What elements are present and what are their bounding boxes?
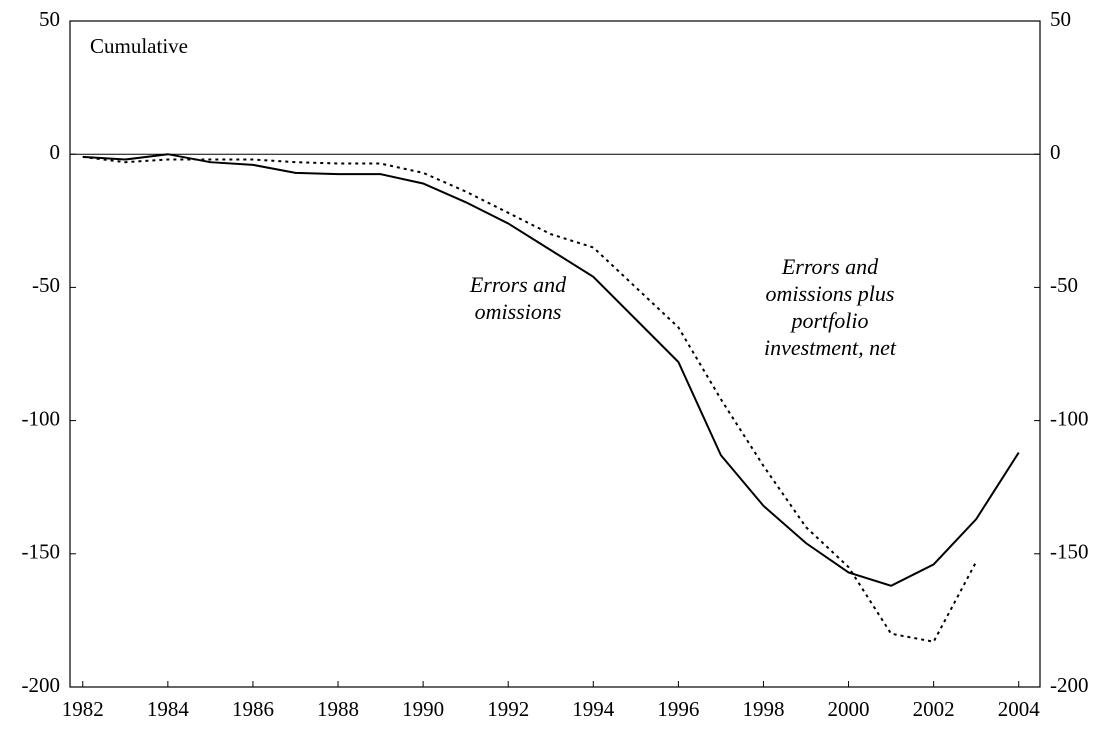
- x-tick-label: 1998: [742, 697, 784, 721]
- annotation: omissions plus: [766, 281, 895, 306]
- x-tick-label: 1996: [657, 697, 699, 721]
- y-tick-label: -50: [32, 273, 60, 297]
- series-line: [82, 155, 978, 643]
- x-tick-label: 2000: [828, 697, 870, 721]
- y2-tick-label: 0: [1050, 140, 1061, 164]
- x-tick-label: 1988: [317, 697, 359, 721]
- x-tick-label: 1982: [62, 697, 104, 721]
- annotation: Errors and: [469, 272, 567, 297]
- annotation: investment, net: [764, 335, 897, 360]
- y-tick-label: -200: [22, 673, 61, 697]
- x-tick-label: 1986: [232, 697, 274, 721]
- x-tick-label: 2004: [998, 697, 1041, 721]
- y2-tick-label: -50: [1050, 273, 1078, 297]
- y2-tick-label: 50: [1050, 7, 1071, 31]
- x-tick-label: 1990: [402, 697, 444, 721]
- y-tick-label: -150: [22, 540, 61, 564]
- y2-tick-label: -150: [1050, 540, 1089, 564]
- y2-tick-label: -200: [1050, 673, 1089, 697]
- annotation: omissions: [475, 299, 562, 324]
- x-tick-label: 1994: [572, 697, 615, 721]
- plot-frame: [69, 20, 1041, 688]
- chart-title: Cumulative: [90, 34, 188, 58]
- y-tick-label: -100: [22, 406, 61, 430]
- x-tick-label: 1984: [147, 697, 190, 721]
- annotation: Errors and: [781, 254, 879, 279]
- series-line: [82, 153, 1020, 587]
- y2-tick-label: -100: [1050, 406, 1089, 430]
- x-tick-label: 2002: [913, 697, 955, 721]
- y-tick-label: 0: [50, 140, 61, 164]
- x-tick-label: 1992: [487, 697, 529, 721]
- annotation: portfolio: [789, 308, 868, 333]
- y-tick-label: 50: [39, 7, 60, 31]
